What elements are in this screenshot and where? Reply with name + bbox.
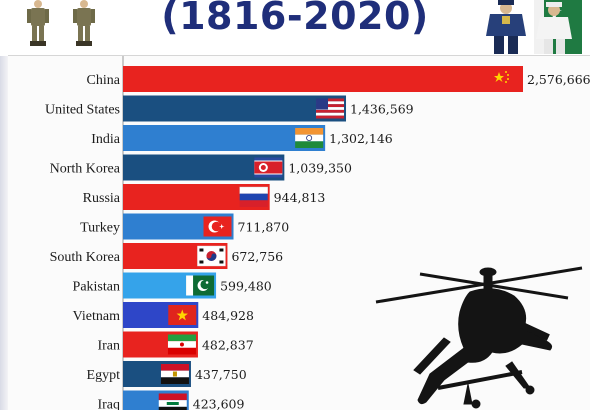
category-label: China — [87, 73, 121, 88]
south-korea-flag-icon — [197, 245, 226, 267]
value-label: 1,039,350 — [288, 161, 352, 176]
chart-header: (1816-2020) — [0, 0, 590, 56]
category-label: Iran — [97, 339, 120, 354]
value-label: 437,750 — [195, 367, 247, 382]
category-label: Iraq — [97, 398, 120, 410]
attack-helicopter-silhouette-icon — [375, 266, 583, 409]
uniformed-officers-icon — [486, 0, 582, 54]
value-label: 599,480 — [220, 279, 272, 294]
russia-flag-icon — [239, 186, 268, 207]
value-label: 2,576,666 — [527, 72, 590, 87]
value-label: 423,609 — [193, 397, 245, 410]
bar — [123, 66, 523, 92]
value-label: 672,756 — [231, 249, 283, 264]
category-label: North Korea — [50, 162, 121, 177]
value-label: 944,813 — [274, 190, 326, 205]
value-label: 711,870 — [238, 220, 290, 235]
egypt-flag-icon — [160, 364, 189, 384]
north-korea-flag-icon — [254, 157, 283, 178]
value-label: 484,928 — [202, 308, 254, 323]
value-label: 1,436,569 — [350, 102, 414, 117]
category-label: Turkey — [80, 221, 120, 236]
china-flag-icon — [493, 69, 521, 89]
category-label: Russia — [83, 191, 121, 206]
iraq-flag-icon — [158, 393, 187, 410]
category-label: India — [91, 132, 121, 147]
usa-flag-icon — [316, 98, 345, 119]
category-label: Pakistan — [73, 280, 120, 295]
pakistan-flag-icon — [186, 275, 215, 296]
bar-chart: China 2,576,666 United States 1,436,569 Indi… — [45, 56, 590, 410]
header-divider — [8, 55, 590, 56]
value-label: 482,837 — [202, 338, 254, 353]
bar — [123, 95, 347, 122]
india-flag-icon — [295, 128, 324, 148]
left-edge-strip — [0, 0, 8, 410]
category-label: United States — [45, 103, 120, 118]
value-label: 1,302,146 — [329, 131, 393, 146]
category-label: Vietnam — [73, 309, 120, 324]
vietnam-flag-icon — [168, 305, 197, 325]
bar — [123, 125, 326, 151]
category-label: South Korea — [50, 250, 121, 265]
iran-flag-icon — [167, 334, 196, 355]
chart-title: (1816-2020) — [161, 0, 429, 38]
category-label: Egypt — [87, 368, 121, 383]
turkey-flag-icon — [203, 216, 232, 237]
soldiers-icon — [27, 0, 95, 46]
